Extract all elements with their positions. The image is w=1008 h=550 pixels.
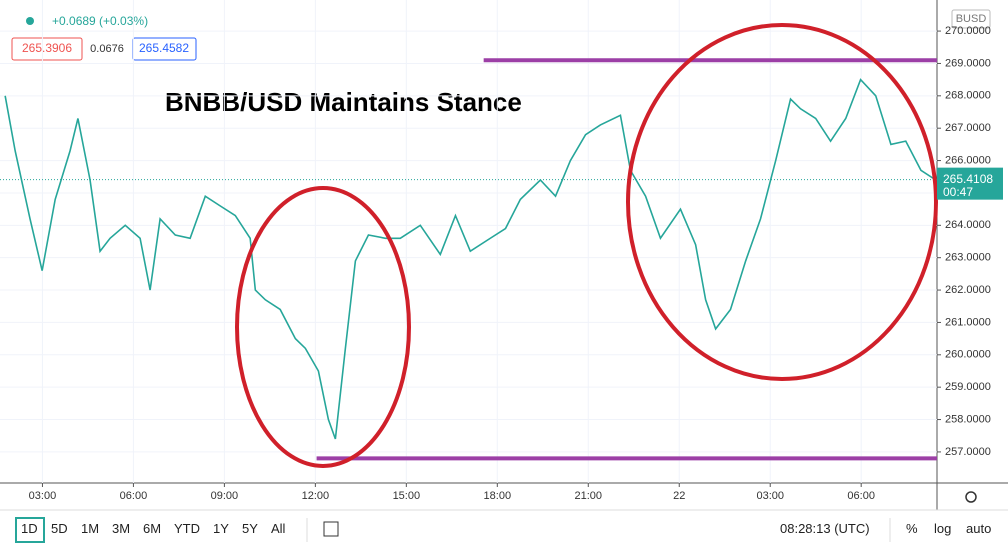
spread: 0.0676 bbox=[90, 43, 124, 55]
range-button[interactable]: All bbox=[271, 521, 286, 536]
x-tick-label: 06:00 bbox=[120, 490, 148, 502]
ask: 265.4582 bbox=[139, 41, 189, 55]
range-button[interactable]: 1Y bbox=[213, 521, 229, 536]
plot-area bbox=[0, 0, 937, 483]
y-tick-label: 270.0000 bbox=[945, 25, 991, 37]
y-tick-label: 262.0000 bbox=[945, 284, 991, 296]
countdown: 00:47 bbox=[943, 185, 973, 199]
range-button[interactable]: YTD bbox=[174, 521, 200, 536]
change: +0.0689 (+0.03%) bbox=[52, 14, 148, 28]
range-button[interactable]: 6M bbox=[143, 521, 162, 536]
option-button[interactable]: % bbox=[906, 521, 918, 536]
range-button[interactable]: 5D bbox=[51, 521, 68, 536]
x-tick-label: 09:00 bbox=[211, 490, 239, 502]
x-tick-label: 12:00 bbox=[302, 490, 330, 502]
range-button[interactable]: 1D bbox=[21, 521, 38, 536]
x-tick-label: 22 bbox=[673, 490, 685, 502]
x-tick-label: 03:00 bbox=[29, 490, 57, 502]
currency: BUSD bbox=[956, 13, 987, 25]
clock: 08:28:13 (UTC) bbox=[780, 521, 870, 536]
price-line bbox=[4, 78, 937, 440]
status-dot bbox=[26, 17, 34, 25]
active-range-box bbox=[15, 517, 45, 543]
range-button[interactable]: 1M bbox=[81, 521, 100, 536]
x-tick-label: 21:00 bbox=[575, 490, 603, 502]
x-tick-label: 18:00 bbox=[484, 490, 512, 502]
last-price: 265.4108 bbox=[943, 172, 993, 186]
y-tick-label: 259.0000 bbox=[945, 381, 991, 393]
y-tick-label: 261.0000 bbox=[945, 316, 991, 328]
range-button[interactable]: 5Y bbox=[242, 521, 258, 536]
currency-box bbox=[951, 9, 991, 29]
y-tick-label: 260.0000 bbox=[945, 349, 991, 361]
y-tick-label: 269.0000 bbox=[945, 57, 991, 69]
y-tick-label: 257.0000 bbox=[945, 446, 991, 458]
highlight-ellipse bbox=[626, 23, 938, 381]
last-price-box bbox=[937, 167, 1003, 200]
x-tick-label: 06:00 bbox=[847, 490, 875, 502]
bid: 265.3906 bbox=[22, 41, 72, 55]
chart-title: BNBB/USD Maintains Stance bbox=[165, 87, 522, 117]
range-button[interactable]: 3M bbox=[112, 521, 131, 536]
highlight-ellipse bbox=[235, 186, 411, 468]
calendar-icon[interactable] bbox=[323, 521, 339, 537]
settings-icon[interactable] bbox=[965, 491, 977, 503]
y-tick-label: 264.0000 bbox=[945, 219, 991, 231]
y-tick-label: 267.0000 bbox=[945, 122, 991, 134]
x-tick-label: 15:00 bbox=[393, 490, 421, 502]
option-button[interactable]: auto bbox=[966, 521, 992, 536]
x-tick-label: 03:00 bbox=[756, 490, 784, 502]
y-tick-label: 263.0000 bbox=[945, 252, 991, 264]
y-tick-label: 266.0000 bbox=[945, 154, 991, 166]
y-tick-label: 258.0000 bbox=[945, 413, 991, 425]
y-tick-label: 268.0000 bbox=[945, 90, 991, 102]
bid-box bbox=[11, 37, 83, 61]
option-button[interactable]: log bbox=[934, 521, 952, 536]
